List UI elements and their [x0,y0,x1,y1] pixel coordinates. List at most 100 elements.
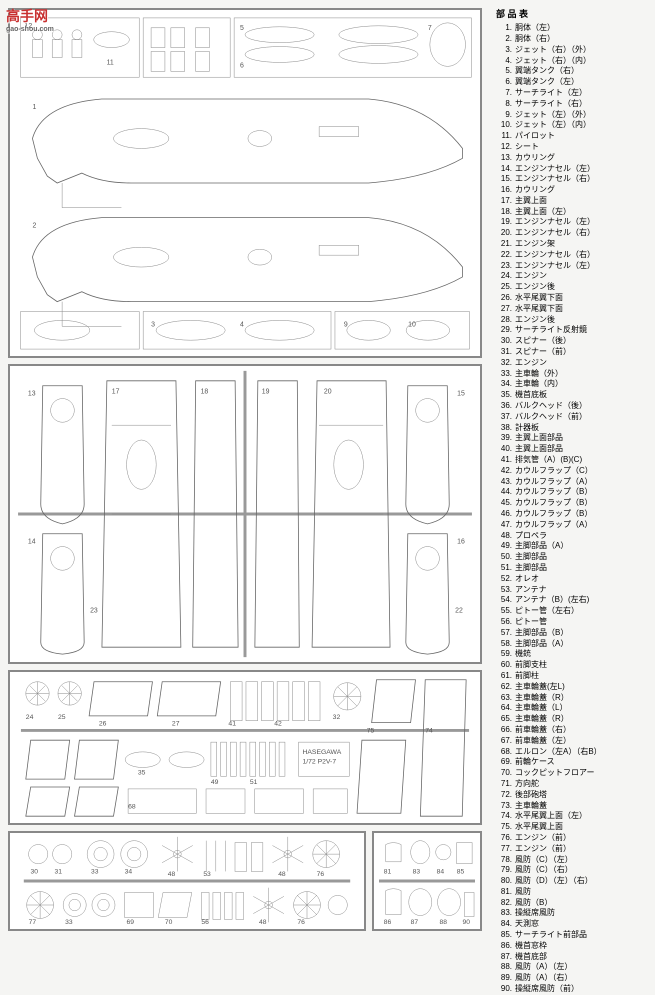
part-name: 主翼上面部品 [515,433,563,442]
sprue-frame-b: 13 14 17 18 19 20 15 16 23 22 [8,364,482,664]
part-name: 機首底部 [515,952,547,961]
parts-list-item: 27.水平尾翼下面 [496,304,649,315]
part-number: 19. [496,217,512,228]
parts-list-item: 87.機首底部 [496,952,649,963]
parts-list-item: 29.サーチライト反射鏡 [496,325,649,336]
part-name: 主車輪蓋（L） [515,703,567,712]
part-name: 主車輪蓋(左L) [515,682,565,691]
parts-list-item: 56.ピトー管 [496,617,649,628]
part-name: 水平尾翼上面（左） [515,811,587,820]
svg-text:68: 68 [128,803,136,810]
part-name: ジェット（右）（内） [515,56,591,65]
parts-list-item: 14.エンジンナセル（左） [496,164,649,175]
part-number: 86. [496,941,512,952]
part-name: 風防（A）（右） [515,973,572,982]
part-number: 26. [496,293,512,304]
svg-text:13: 13 [28,391,36,398]
part-name: 主翼上面 [515,196,547,205]
parts-list-item: 36.バルクヘッド（後） [496,401,649,412]
part-number: 5. [496,66,512,77]
svg-text:1: 1 [32,104,36,111]
parts-list: 1.胴体（左）2.胴体（右）3.ジェット（右）（外）4.ジェット（右）（内）5.… [496,23,649,995]
part-number: 36. [496,401,512,412]
part-name: 風防（D）（左）（右） [515,876,593,885]
svg-text:81: 81 [384,868,392,875]
parts-list-item: 20.エンジンナセル（右） [496,228,649,239]
part-number: 16. [496,185,512,196]
part-number: 63. [496,693,512,704]
part-number: 73. [496,801,512,812]
parts-list-item: 28.エンジン後 [496,315,649,326]
parts-list-item: 37.バルクヘッド（前） [496,412,649,423]
sprue-c-svg: HASEGAWA 1/72 P2V-7 24 25 26 27 32 41 42… [10,672,480,823]
svg-text:19: 19 [262,389,270,396]
part-number: 75. [496,822,512,833]
svg-text:69: 69 [127,919,135,926]
part-number: 72. [496,790,512,801]
part-number: 87. [496,952,512,963]
part-number: 3. [496,45,512,56]
part-name: エンジン後 [515,282,555,291]
parts-list-item: 72.後部砲塔 [496,790,649,801]
part-name: 操縦席風防 [515,908,555,917]
svg-text:53: 53 [203,871,211,878]
part-number: 44. [496,487,512,498]
svg-text:14: 14 [28,539,36,546]
parts-list-item: 66.前車輪蓋（右） [496,725,649,736]
parts-list-item: 24.エンジン [496,271,649,282]
part-number: 20. [496,228,512,239]
parts-list-item: 41.排気管（A）(B)(C) [496,455,649,466]
part-number: 23. [496,261,512,272]
part-number: 71. [496,779,512,790]
part-number: 25. [496,282,512,293]
svg-text:85: 85 [457,868,465,875]
parts-list-item: 26.水平尾翼下面 [496,293,649,304]
parts-list-item: 17.主翼上面 [496,196,649,207]
part-name: カウルフラップ（A） [515,520,592,529]
part-number: 58. [496,639,512,650]
svg-text:20: 20 [324,389,332,396]
parts-list-item: 4.ジェット（右）（内） [496,56,649,67]
sprue-frame-a: 12 11 5 6 7 1 2 3 4 9 10 [8,8,482,358]
part-number: 39. [496,433,512,444]
part-number: 48. [496,531,512,542]
part-name: パイロット [515,131,555,140]
part-name: エンジンナセル（右） [515,228,595,237]
svg-text:90: 90 [463,919,471,926]
svg-text:49: 49 [211,779,219,786]
part-name: カウルフラップ（B） [515,509,592,518]
part-number: 4. [496,56,512,67]
parts-list-item: 51.主脚部品 [496,563,649,574]
watermark-logo: 高手网 gao-shou.com [6,6,54,33]
part-number: 80. [496,876,512,887]
parts-list-item: 32.エンジン [496,358,649,369]
part-name: エンジン [515,358,547,367]
part-number: 68. [496,747,512,758]
part-number: 51. [496,563,512,574]
part-number: 54. [496,595,512,606]
svg-text:77: 77 [29,919,37,926]
sprue-frame-d: 30 31 33 34 48 53 48 76 77 33 69 70 56 4… [8,831,366,931]
part-name: エンジン（前） [515,844,571,853]
part-number: 1. [496,23,512,34]
parts-list-item: 22.エンジンナセル（右） [496,250,649,261]
part-number: 76. [496,833,512,844]
part-number: 11. [496,131,512,142]
part-name: カウルフラップ（B） [515,487,592,496]
part-number: 49. [496,541,512,552]
parts-list-item: 69.前輪ケース [496,757,649,768]
part-name: 操縦席風防（前） [515,984,579,993]
part-number: 32. [496,358,512,369]
part-number: 81. [496,887,512,898]
part-number: 13. [496,153,512,164]
part-name: 水平尾翼下面 [515,293,563,302]
part-name: バルクヘッド（後） [515,401,587,410]
parts-list-column: 部 品 表 1.胴体（左）2.胴体（右）3.ジェット（右）（外）4.ジェット（右… [490,0,655,950]
part-name: 主脚部品（A） [515,541,568,550]
svg-text:25: 25 [58,714,66,721]
svg-text:22: 22 [455,608,463,615]
part-number: 38. [496,423,512,434]
parts-list-item: 1.胴体（左） [496,23,649,34]
parts-list-item: 33.主車輪（外） [496,369,649,380]
part-name: 主脚部品（B） [515,628,568,637]
